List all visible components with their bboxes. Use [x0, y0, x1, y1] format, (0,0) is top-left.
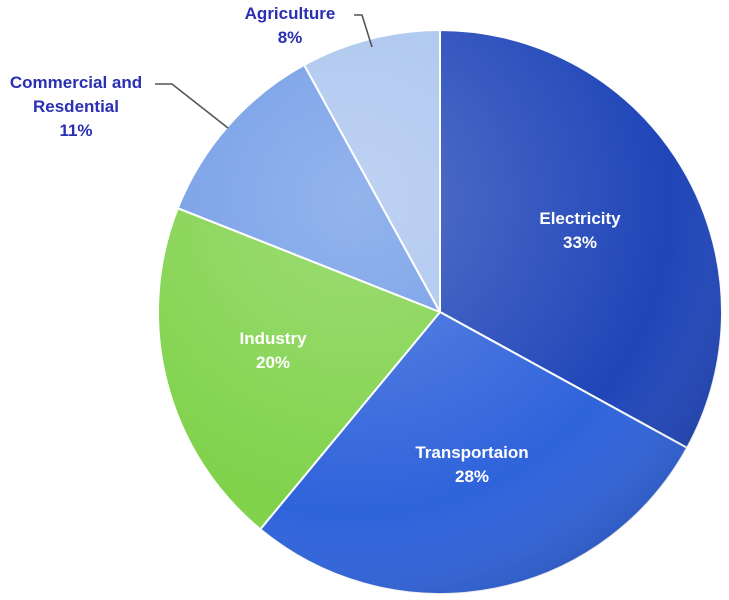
slice-name-label: Industry: [239, 329, 307, 348]
slice-label-transportaion: Transportaion 28%: [415, 443, 528, 486]
slice-value-label: 11%: [59, 121, 92, 140]
slice-label-industry: Industry 20%: [239, 329, 307, 372]
leader-lines: [155, 14, 373, 129]
slice-label-commercial-and-resdential: Commercial and Resdential 11%: [10, 73, 142, 140]
leader-line-commercial-and-resdential: [155, 83, 229, 129]
slice-name-label: Commercial and: [10, 73, 142, 92]
slice-value-label: 33%: [563, 233, 597, 252]
slice-label-agriculture: Agriculture 8%: [245, 4, 336, 47]
slice-value-label: 28%: [455, 467, 489, 486]
slice-value-label: 20%: [256, 353, 290, 372]
leader-line-agriculture: [354, 14, 373, 48]
slice-labels: Electricity 33% Transportaion 28% Industry 20…: [10, 4, 621, 486]
slice-value-label: 8%: [278, 28, 303, 47]
slice-name-label: Transportaion: [415, 443, 528, 462]
slice-label-electricity: Electricity 33%: [539, 209, 621, 252]
slice-name-label: Resdential: [33, 97, 119, 116]
slice-name-label: Agriculture: [245, 4, 336, 23]
slice-name-label: Electricity: [539, 209, 621, 228]
pie-slices: [157, 28, 723, 595]
